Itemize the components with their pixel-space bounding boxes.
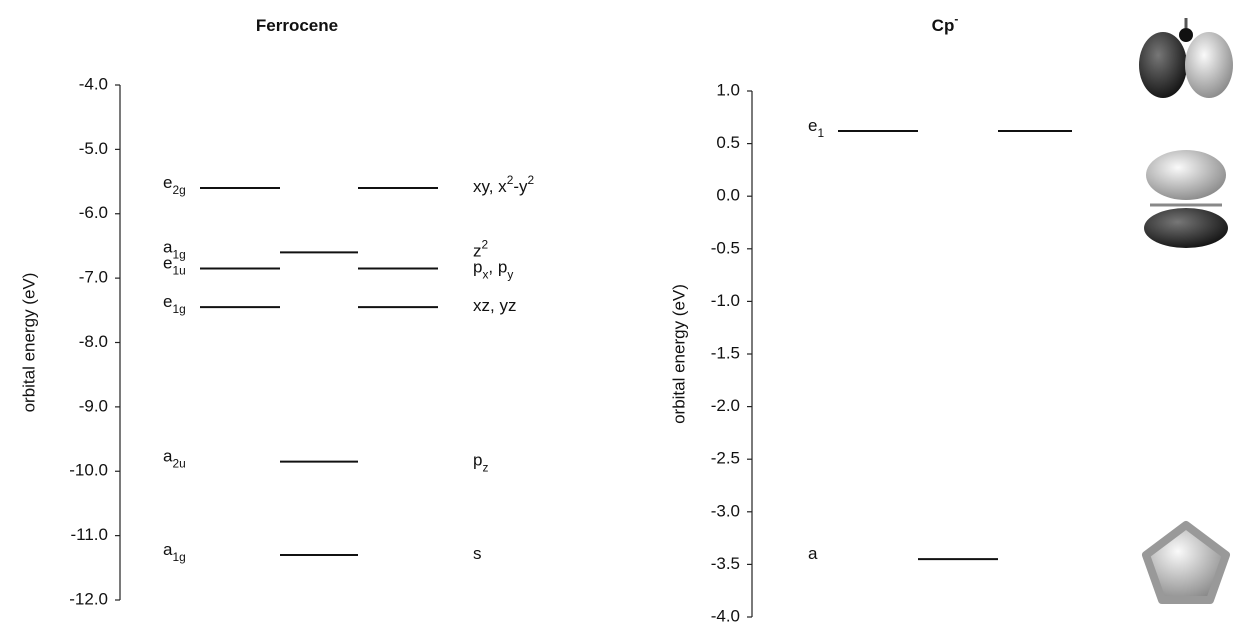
y-tick-label: -10.0 — [69, 461, 108, 480]
symmetry-label: e1 — [808, 116, 824, 140]
orbital-label: xy, x2-y2 — [473, 173, 534, 196]
y-tick-label: -4.0 — [79, 74, 108, 93]
text-part: , p — [488, 258, 507, 277]
text-part: 1g — [172, 248, 185, 262]
y-axis-label: orbital energy (eV) — [669, 284, 688, 424]
y-tick-label: -4.0 — [711, 606, 740, 624]
text-part: p — [473, 451, 482, 470]
y-tick-label: -7.0 — [79, 268, 108, 287]
text-part: 2 — [482, 238, 489, 252]
y-tick-label: -2.0 — [711, 396, 740, 415]
y-tick-label: -9.0 — [79, 396, 108, 415]
symmetry-label: e2g — [163, 173, 186, 197]
chart-title: Ferrocene — [256, 16, 338, 35]
y-tick-label: -3.0 — [711, 501, 740, 520]
text-part: xy, x — [473, 177, 507, 196]
text-part: 1g — [172, 550, 185, 564]
symmetry-label: a2u — [163, 447, 186, 471]
y-axis-label: orbital energy (eV) — [19, 273, 38, 413]
text-part: e — [163, 173, 172, 192]
orbital-image-e1a — [1139, 18, 1233, 98]
text-part: 1 — [817, 126, 824, 140]
y-tick-label: -5.0 — [79, 139, 108, 158]
text-part: a — [808, 545, 818, 564]
text-part: Cp — [932, 16, 955, 35]
orbital-image-e1b — [1144, 150, 1228, 248]
text-part: 1g — [172, 302, 185, 316]
orbital-label: s — [473, 544, 482, 563]
text-part: e — [163, 293, 172, 312]
y-tick-label: -0.5 — [711, 238, 740, 257]
text-part: z — [482, 461, 488, 475]
y-tick-label: -2.5 — [711, 449, 740, 468]
y-tick-label: -3.5 — [711, 554, 740, 573]
y-tick-label: 0.0 — [716, 186, 740, 205]
y-tick-label: 1.0 — [716, 80, 740, 99]
text-part: 2 — [527, 173, 534, 187]
symmetry-label: a1g — [163, 540, 186, 564]
text-part: y — [507, 268, 513, 282]
orbital-image-a — [1146, 525, 1226, 600]
orbital-label: xz, yz — [473, 297, 516, 316]
text-part: - — [954, 12, 958, 26]
y-tick-label: -11.0 — [71, 525, 109, 544]
y-tick-label: -1.0 — [711, 291, 740, 310]
text-part: p — [473, 258, 482, 277]
y-tick-label: -8.0 — [79, 332, 108, 351]
y-tick-label: -6.0 — [79, 203, 108, 222]
text-part: s — [473, 544, 482, 563]
text-part: Ferrocene — [256, 16, 338, 35]
text-part: xz, yz — [473, 297, 516, 316]
text-part: -y — [513, 177, 528, 196]
text-part: e — [808, 116, 817, 135]
text-part: 1u — [172, 264, 185, 278]
y-tick-label: 0.5 — [716, 133, 740, 152]
y-tick-label: -12.0 — [69, 589, 108, 608]
orbital-label: px, py — [473, 258, 513, 282]
text-part: 2g — [172, 183, 185, 197]
symmetry-label: e1g — [163, 293, 186, 317]
symmetry-label: a — [808, 545, 818, 564]
chart-title: Cp- — [932, 12, 959, 35]
figure: Ferroceneorbital energy (eV)-12.0-11.0-1… — [0, 0, 1241, 624]
y-tick-label: -1.5 — [711, 343, 740, 362]
orbital-label: pz — [473, 451, 488, 475]
text-part: 2u — [172, 457, 185, 471]
text-part: e — [163, 254, 172, 273]
